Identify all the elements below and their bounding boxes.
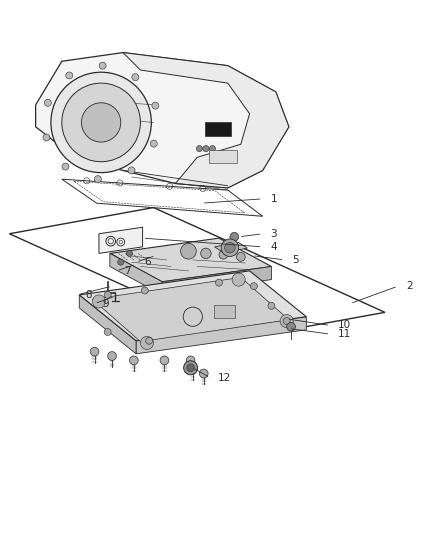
Circle shape bbox=[141, 336, 153, 350]
Text: 1: 1 bbox=[271, 194, 277, 204]
Polygon shape bbox=[99, 227, 143, 253]
Circle shape bbox=[95, 175, 101, 183]
Circle shape bbox=[196, 146, 202, 152]
Circle shape bbox=[209, 146, 215, 152]
Circle shape bbox=[201, 248, 211, 259]
Circle shape bbox=[160, 356, 169, 365]
FancyBboxPatch shape bbox=[205, 122, 231, 136]
Circle shape bbox=[150, 140, 157, 147]
Circle shape bbox=[66, 72, 73, 79]
Polygon shape bbox=[110, 238, 272, 282]
Polygon shape bbox=[215, 243, 247, 253]
Circle shape bbox=[187, 364, 194, 372]
Circle shape bbox=[81, 103, 121, 142]
Text: 4: 4 bbox=[271, 242, 277, 252]
Polygon shape bbox=[79, 295, 136, 354]
Circle shape bbox=[62, 163, 69, 170]
FancyBboxPatch shape bbox=[214, 305, 235, 318]
Polygon shape bbox=[162, 266, 272, 295]
Circle shape bbox=[215, 279, 223, 286]
Text: 2: 2 bbox=[406, 281, 413, 291]
Circle shape bbox=[141, 287, 148, 294]
Circle shape bbox=[280, 314, 293, 328]
Circle shape bbox=[152, 102, 159, 109]
Circle shape bbox=[199, 369, 208, 378]
Text: 5: 5 bbox=[292, 255, 299, 265]
Circle shape bbox=[268, 302, 275, 309]
Circle shape bbox=[203, 146, 209, 152]
Circle shape bbox=[283, 318, 290, 325]
Circle shape bbox=[180, 244, 196, 259]
Polygon shape bbox=[92, 277, 289, 342]
Circle shape bbox=[237, 253, 245, 261]
Polygon shape bbox=[35, 53, 289, 188]
Circle shape bbox=[188, 365, 197, 374]
Text: 6: 6 bbox=[144, 257, 151, 267]
Circle shape bbox=[51, 72, 151, 173]
Text: 10: 10 bbox=[338, 320, 351, 330]
Circle shape bbox=[146, 337, 152, 344]
Circle shape bbox=[225, 243, 235, 253]
FancyBboxPatch shape bbox=[209, 150, 237, 163]
Circle shape bbox=[104, 292, 111, 298]
Text: 12: 12 bbox=[218, 373, 231, 383]
Text: 7: 7 bbox=[124, 266, 131, 276]
Circle shape bbox=[118, 259, 124, 265]
Circle shape bbox=[232, 273, 245, 286]
Circle shape bbox=[230, 232, 239, 241]
Polygon shape bbox=[123, 53, 289, 188]
Polygon shape bbox=[79, 271, 306, 341]
Circle shape bbox=[44, 99, 51, 106]
Circle shape bbox=[90, 348, 99, 356]
Circle shape bbox=[132, 74, 139, 80]
Text: 11: 11 bbox=[338, 329, 351, 339]
Circle shape bbox=[219, 251, 228, 259]
Polygon shape bbox=[110, 253, 162, 295]
Circle shape bbox=[251, 282, 258, 289]
Circle shape bbox=[221, 239, 239, 256]
Text: 9: 9 bbox=[102, 298, 109, 309]
Circle shape bbox=[287, 322, 295, 331]
Circle shape bbox=[92, 295, 106, 308]
Circle shape bbox=[130, 356, 138, 365]
Circle shape bbox=[62, 83, 141, 161]
Polygon shape bbox=[136, 317, 306, 354]
Circle shape bbox=[99, 62, 106, 69]
Circle shape bbox=[104, 328, 111, 335]
Text: 8: 8 bbox=[85, 290, 92, 300]
Text: 3: 3 bbox=[271, 229, 277, 239]
Circle shape bbox=[127, 251, 133, 256]
Circle shape bbox=[184, 361, 198, 375]
Circle shape bbox=[128, 167, 135, 174]
Circle shape bbox=[186, 356, 195, 365]
Circle shape bbox=[43, 134, 50, 141]
Circle shape bbox=[108, 352, 117, 360]
